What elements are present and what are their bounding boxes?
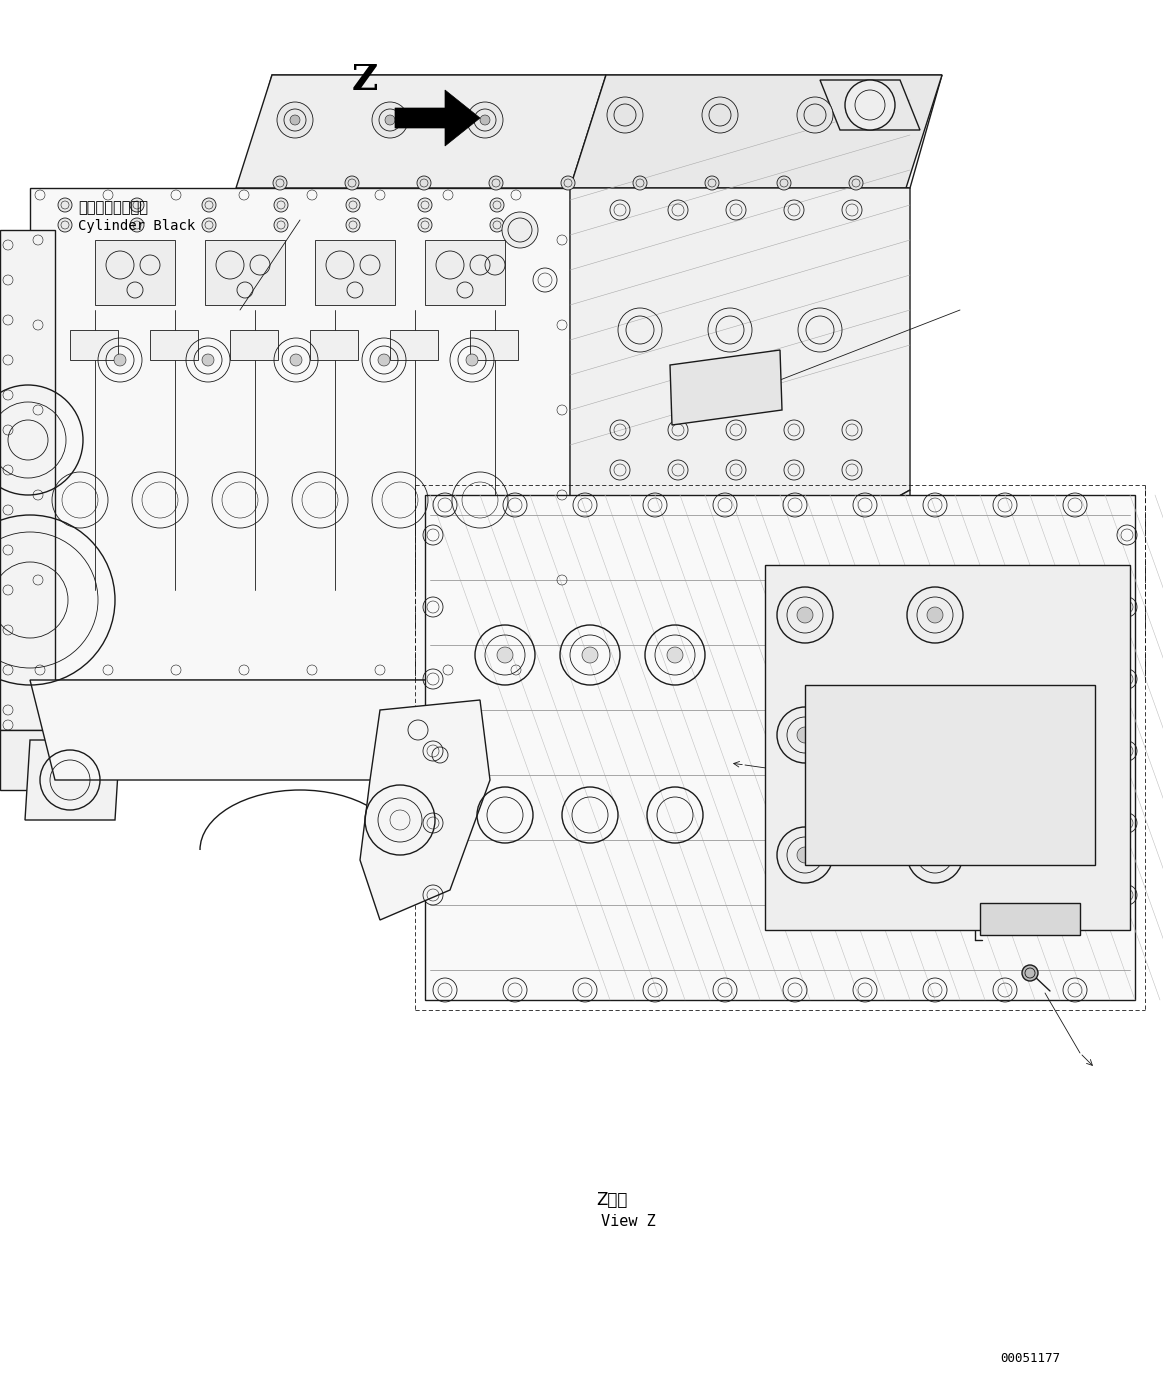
Polygon shape <box>236 75 606 188</box>
Circle shape <box>130 198 144 212</box>
Circle shape <box>846 80 896 130</box>
Circle shape <box>705 176 719 189</box>
Polygon shape <box>0 230 55 730</box>
Circle shape <box>561 176 575 189</box>
Circle shape <box>849 176 863 189</box>
Bar <box>150 331 198 360</box>
Polygon shape <box>30 188 570 680</box>
Polygon shape <box>95 241 174 306</box>
Circle shape <box>130 219 144 232</box>
Bar <box>230 331 278 360</box>
Polygon shape <box>361 700 490 920</box>
Bar <box>980 903 1080 935</box>
Circle shape <box>497 647 513 662</box>
Text: Cylinder Black: Cylinder Black <box>78 219 195 232</box>
Text: 00051177: 00051177 <box>1000 1351 1059 1365</box>
Polygon shape <box>424 241 505 306</box>
Polygon shape <box>24 740 120 820</box>
Circle shape <box>633 176 647 189</box>
Circle shape <box>797 846 813 863</box>
Circle shape <box>345 176 359 189</box>
Circle shape <box>797 727 813 743</box>
Polygon shape <box>30 680 570 780</box>
Circle shape <box>58 198 72 212</box>
Circle shape <box>490 219 504 232</box>
Polygon shape <box>670 350 782 425</box>
Polygon shape <box>395 90 480 147</box>
Bar <box>311 331 358 360</box>
Circle shape <box>777 176 791 189</box>
Circle shape <box>668 647 683 662</box>
Circle shape <box>277 102 313 138</box>
Circle shape <box>202 219 216 232</box>
Polygon shape <box>570 490 909 740</box>
Circle shape <box>347 198 361 212</box>
Circle shape <box>385 115 395 124</box>
Polygon shape <box>765 566 1130 929</box>
Circle shape <box>202 198 216 212</box>
Polygon shape <box>540 188 908 310</box>
Circle shape <box>273 176 287 189</box>
Circle shape <box>378 354 390 366</box>
Bar <box>390 331 438 360</box>
Circle shape <box>480 115 490 124</box>
Circle shape <box>490 198 504 212</box>
Circle shape <box>927 727 943 743</box>
Polygon shape <box>805 685 1096 864</box>
Polygon shape <box>570 188 909 680</box>
Polygon shape <box>212 188 570 310</box>
Polygon shape <box>315 241 395 306</box>
Circle shape <box>274 219 288 232</box>
Text: Z　視: Z 視 <box>595 1191 627 1209</box>
Polygon shape <box>0 730 60 790</box>
Circle shape <box>418 176 431 189</box>
Polygon shape <box>205 241 285 306</box>
Polygon shape <box>820 80 920 130</box>
Polygon shape <box>30 680 570 740</box>
Circle shape <box>502 212 538 248</box>
Polygon shape <box>240 75 942 188</box>
Circle shape <box>347 219 361 232</box>
Circle shape <box>418 219 431 232</box>
Circle shape <box>582 647 598 662</box>
Circle shape <box>797 97 833 133</box>
Circle shape <box>290 354 302 366</box>
Circle shape <box>58 219 72 232</box>
Circle shape <box>466 354 478 366</box>
Text: View Z: View Z <box>601 1214 656 1229</box>
Text: Z: Z <box>352 64 378 97</box>
Circle shape <box>1022 965 1039 981</box>
Circle shape <box>488 176 504 189</box>
Circle shape <box>114 354 126 366</box>
Circle shape <box>274 198 288 212</box>
Circle shape <box>290 115 300 124</box>
Bar <box>424 495 1135 1000</box>
Circle shape <box>702 97 739 133</box>
Circle shape <box>418 198 431 212</box>
Circle shape <box>927 607 943 622</box>
Circle shape <box>797 607 813 622</box>
Bar <box>470 331 518 360</box>
Circle shape <box>202 354 214 366</box>
Polygon shape <box>570 75 942 188</box>
Circle shape <box>607 97 643 133</box>
Circle shape <box>372 102 408 138</box>
Bar <box>70 331 117 360</box>
Circle shape <box>468 102 504 138</box>
Circle shape <box>927 846 943 863</box>
Text: シリンダブロック: シリンダブロック <box>78 201 148 216</box>
